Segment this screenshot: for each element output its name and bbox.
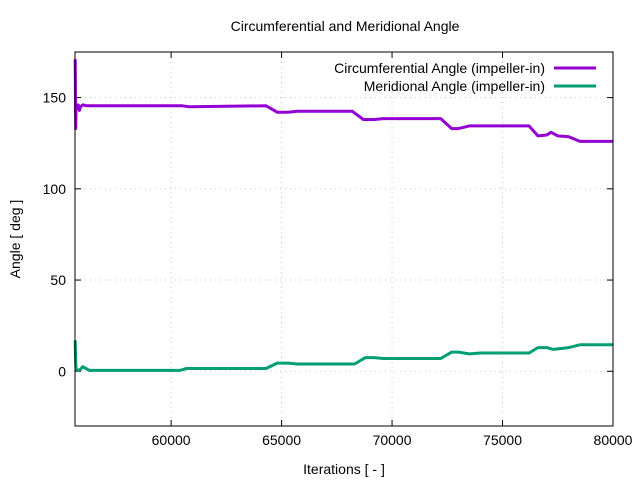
series-lines <box>73 59 613 372</box>
legend-label-0: Circumferential Angle (impeller-in) <box>334 60 545 76</box>
ticks: 60000 65000 70000 75000 80000 0 50 100 150 <box>43 52 633 448</box>
x-tick-label: 60000 <box>152 432 191 448</box>
x-tick-label: 75000 <box>483 432 522 448</box>
x-axis-label: Iterations [ - ] <box>303 461 385 477</box>
x-tick-label: 70000 <box>373 432 412 448</box>
y-tick-label: 100 <box>43 181 67 197</box>
chart-title: Circumferential and Meridional Angle <box>231 18 460 34</box>
plot-border <box>74 51 614 427</box>
legend-label-1: Meridional Angle (impeller-in) <box>364 78 545 94</box>
y-axis-label: Angle [ deg ] <box>7 200 23 279</box>
series-line-1 <box>73 340 613 372</box>
series-line-0 <box>73 59 613 143</box>
y-tick-label: 50 <box>50 272 66 288</box>
y-tick-label: 150 <box>43 90 67 106</box>
x-tick-label: 80000 <box>594 432 633 448</box>
legend: Circumferential Angle (impeller-in) Merid… <box>334 60 596 94</box>
y-tick-label: 0 <box>58 363 66 379</box>
x-tick-label: 65000 <box>262 432 301 448</box>
